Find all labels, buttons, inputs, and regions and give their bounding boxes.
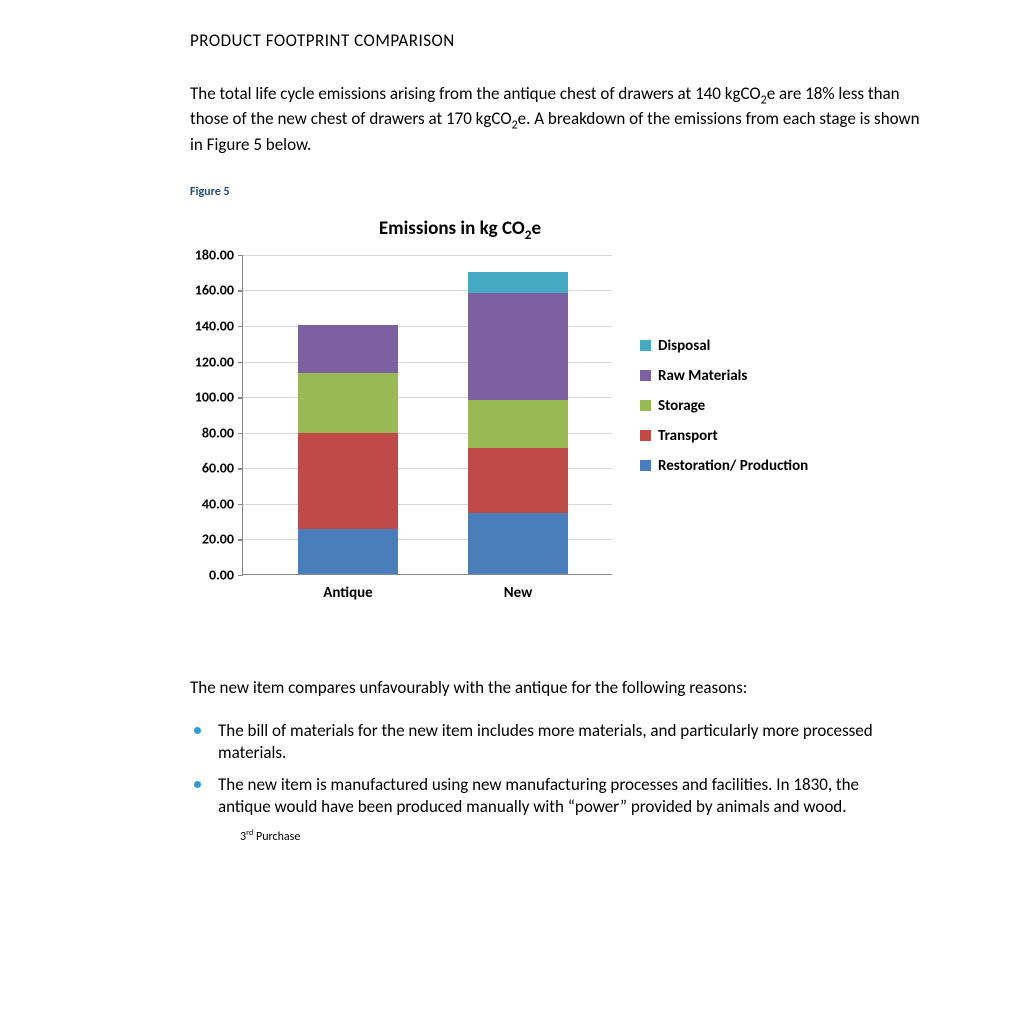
- chart-ytick-label: 140.00: [179, 317, 234, 334]
- legend-swatch: [640, 430, 651, 441]
- followup-text: The new item compares unfavourably with …: [190, 677, 964, 698]
- chart-ytick-label: 180.00: [179, 246, 234, 263]
- reasons-list: The bill of materials for the new item i…: [190, 720, 880, 818]
- chart-ytick-label: 20.00: [179, 531, 234, 548]
- chart-ytick-label: 100.00: [179, 389, 234, 406]
- chart-bar-segment: [468, 400, 568, 448]
- legend-label: Storage: [658, 397, 705, 415]
- chart-bar-segment: [298, 325, 398, 373]
- list-item: The new item is manufactured using new m…: [214, 774, 880, 818]
- chart-ytick-label: 80.00: [179, 424, 234, 441]
- chart-ytick-label: 0.00: [179, 566, 234, 583]
- intro-paragraph: The total life cycle emissions arising f…: [190, 83, 930, 157]
- chart-ytick-label: 160.00: [179, 282, 234, 299]
- chart-ytick-mark: [238, 539, 243, 541]
- legend-label: Transport: [658, 427, 718, 445]
- chart-plot-area: 0.0020.0040.0060.0080.00100.00120.00140.…: [242, 255, 612, 575]
- legend-label: Raw Materials: [658, 367, 747, 385]
- chart-ytick-label: 40.00: [179, 495, 234, 512]
- chart-gridline: [243, 255, 612, 256]
- chart-ytick-label: 120.00: [179, 353, 234, 370]
- chart-ytick-mark: [238, 504, 243, 506]
- chart-ytick-label: 60.00: [179, 460, 234, 477]
- chart-bar-segment: [468, 513, 568, 573]
- chart-title: Emissions in kg CO2e: [180, 217, 880, 243]
- chart-ytick-mark: [238, 468, 243, 470]
- page-heading: PRODUCT FOOTPRINT COMPARISON: [190, 30, 964, 51]
- legend-swatch: [640, 370, 651, 381]
- chart-ytick-mark: [238, 290, 243, 292]
- legend-label: Disposal: [658, 337, 710, 355]
- legend-item: Transport: [640, 427, 808, 445]
- list-item: The bill of materials for the new item i…: [214, 720, 880, 764]
- chart-xlabel: New: [448, 584, 588, 602]
- legend-label: Restoration/ Production: [658, 457, 808, 475]
- legend-item: Raw Materials: [640, 367, 808, 385]
- legend-swatch: [640, 460, 651, 471]
- legend-item: Storage: [640, 397, 808, 415]
- chart-ytick-mark: [238, 362, 243, 364]
- legend-item: Disposal: [640, 337, 808, 355]
- chart-ytick-mark: [238, 433, 243, 435]
- footnote: 3rd Purchase: [240, 828, 964, 844]
- emissions-chart: Emissions in kg CO2e 0.0020.0040.0060.00…: [180, 217, 880, 637]
- chart-ytick-mark: [238, 397, 243, 399]
- legend-swatch: [640, 400, 651, 411]
- chart-ytick-mark: [238, 575, 243, 577]
- chart-bar-segment: [298, 529, 398, 573]
- chart-bar-segment: [298, 433, 398, 529]
- chart-legend: Disposal Raw Materials Storage Transport Res…: [640, 337, 808, 487]
- legend-swatch: [640, 340, 651, 351]
- legend-item: Restoration/ Production: [640, 457, 808, 475]
- figure-label: Figure 5: [190, 185, 964, 199]
- chart-bar-segment: [468, 293, 568, 400]
- chart-bar-segment: [468, 448, 568, 514]
- chart-xlabel: Antique: [278, 584, 418, 602]
- chart-ytick-mark: [238, 326, 243, 328]
- chart-ytick-mark: [238, 255, 243, 257]
- chart-bar-segment: [468, 272, 568, 293]
- chart-bar-segment: [298, 373, 398, 433]
